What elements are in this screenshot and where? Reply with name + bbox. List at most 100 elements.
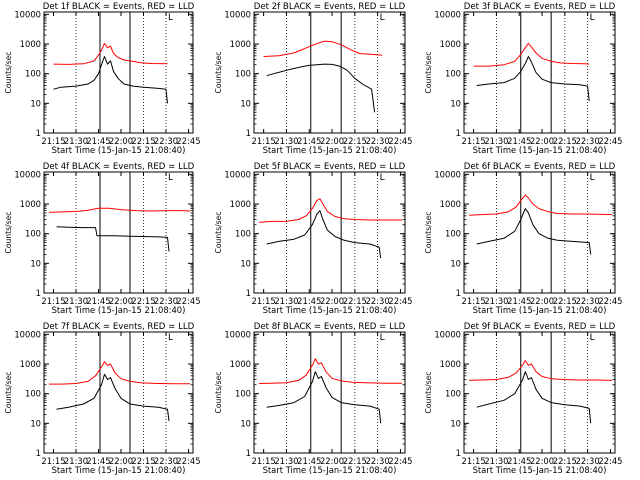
marker-letter: L xyxy=(590,13,595,23)
events-series-line xyxy=(56,226,170,252)
panel-title: Det 8f BLACK = Events, RED = LLD xyxy=(254,322,406,332)
x-tick-label: 22:45 xyxy=(388,296,412,306)
lld-series-line xyxy=(473,42,590,67)
y-tick-label: 10 xyxy=(30,258,41,268)
plot-frame xyxy=(463,171,616,294)
x-tick-label: 21:15 xyxy=(252,456,276,466)
panel-title: Det 3f BLACK = Events, RED = LLD xyxy=(464,2,616,12)
marker-letter: L xyxy=(168,333,173,343)
detector-panel-7: Det 7f BLACK = Events, RED = LLDL21:1521… xyxy=(4,322,201,475)
y-tick-label: 100 xyxy=(445,69,461,79)
x-tick-label: 22:00 xyxy=(530,296,554,306)
detector-panel-1: Det 1f BLACK = Events, RED = LLDL21:1521… xyxy=(4,2,201,155)
y-tick-label: 10000 xyxy=(224,329,251,339)
x-tick-label: 22:15 xyxy=(343,456,367,466)
x-tick-label: 22:00 xyxy=(530,136,554,146)
panel-title: Det 9f BLACK = Events, RED = LLD xyxy=(464,322,616,332)
events-series-line xyxy=(476,371,592,424)
panel-title: Det 2f BLACK = Events, RED = LLD xyxy=(254,2,406,12)
y-tick-label: 10 xyxy=(450,418,461,428)
x-tick-label: 22:30 xyxy=(366,136,390,146)
plot-frame xyxy=(463,11,616,134)
x-tick-label: 21:45 xyxy=(507,296,531,306)
x-axis-label: Start Time (15-Jan-15 21:08:40) xyxy=(473,465,607,475)
y-tick-label: 100 xyxy=(235,389,251,399)
y-tick-label: 1000 xyxy=(440,39,461,49)
marker-letter: L xyxy=(590,173,595,183)
x-tick-label: 21:30 xyxy=(64,456,88,466)
plot-frame xyxy=(253,11,406,134)
y-tick-label: 10000 xyxy=(14,9,41,19)
y-tick-label: 10000 xyxy=(14,329,41,339)
x-tick-label: 21:30 xyxy=(64,136,88,146)
events-series-line xyxy=(476,56,590,102)
y-tick-label: 10 xyxy=(240,418,251,428)
x-tick-label: 22:30 xyxy=(576,136,600,146)
lld-series-line xyxy=(259,198,402,223)
y-tick-label: 10000 xyxy=(434,329,461,339)
x-tick-label: 22:15 xyxy=(553,296,577,306)
x-tick-label: 22:30 xyxy=(366,456,390,466)
x-tick-label: 21:45 xyxy=(86,296,110,306)
marker-letter: L xyxy=(168,173,173,183)
detector-panel-5: Det 5f BLACK = Events, RED = LLDL21:1521… xyxy=(214,162,413,315)
detector-panel-3: Det 3f BLACK = Events, RED = LLDL21:1521… xyxy=(424,2,623,155)
y-tick-label: 10 xyxy=(450,98,461,108)
x-tick-label: 22:30 xyxy=(576,296,600,306)
x-tick-label: 21:15 xyxy=(41,296,65,306)
y-axis-label: Counts/sec xyxy=(214,372,223,414)
y-tick-label: 100 xyxy=(235,69,251,79)
x-axis-label: Start Time (15-Jan-15 21:08:40) xyxy=(52,305,186,315)
x-tick-label: 22:45 xyxy=(598,296,622,306)
x-tick-label: 22:00 xyxy=(530,456,554,466)
y-tick-label: 1 xyxy=(456,288,461,298)
x-axis-label: Start Time (15-Jan-15 21:08:40) xyxy=(473,305,607,315)
x-tick-label: 21:45 xyxy=(297,296,321,306)
x-tick-label: 21:30 xyxy=(274,296,298,306)
y-axis-label: Counts/sec xyxy=(424,212,433,254)
marker-letter: L xyxy=(590,333,595,343)
y-tick-label: 1000 xyxy=(230,199,251,209)
y-tick-label: 1 xyxy=(246,448,251,458)
panel-title: Det 1f BLACK = Events, RED = LLD xyxy=(43,2,195,12)
y-tick-label: 10000 xyxy=(224,9,251,19)
y-tick-label: 10000 xyxy=(434,169,461,179)
x-tick-label: 21:45 xyxy=(297,136,321,146)
marker-letter: L xyxy=(168,13,173,23)
y-tick-label: 100 xyxy=(25,229,41,239)
y-tick-label: 10 xyxy=(240,98,251,108)
plot-frame xyxy=(253,331,406,454)
x-tick-label: 22:00 xyxy=(109,296,133,306)
x-tick-label: 22:45 xyxy=(176,456,200,466)
x-tick-label: 22:30 xyxy=(154,296,178,306)
events-series-line xyxy=(476,208,592,255)
y-tick-label: 10 xyxy=(30,418,41,428)
y-tick-label: 1000 xyxy=(20,199,41,209)
x-axis-label: Start Time (15-Jan-15 21:08:40) xyxy=(263,145,397,155)
x-tick-label: 21:45 xyxy=(507,136,531,146)
y-tick-label: 1000 xyxy=(20,39,41,49)
detector-panel-9: Det 9f BLACK = Events, RED = LLDL21:1521… xyxy=(424,322,623,475)
x-tick-label: 21:45 xyxy=(507,456,531,466)
y-tick-label: 1 xyxy=(456,128,461,138)
x-tick-label: 22:30 xyxy=(576,456,600,466)
y-tick-label: 10 xyxy=(450,258,461,268)
detector-panel-6: Det 6f BLACK = Events, RED = LLDL21:1521… xyxy=(424,162,623,315)
x-tick-label: 22:15 xyxy=(131,456,155,466)
lld-series-line xyxy=(53,42,168,65)
x-tick-label: 21:15 xyxy=(252,136,276,146)
panel-title: Det 5f BLACK = Events, RED = LLD xyxy=(254,162,406,172)
x-tick-label: 22:15 xyxy=(343,136,367,146)
y-tick-label: 10 xyxy=(30,98,41,108)
x-tick-label: 22:45 xyxy=(176,296,200,306)
marker-letter: L xyxy=(380,13,385,23)
y-tick-label: 100 xyxy=(445,229,461,239)
x-tick-label: 22:15 xyxy=(131,296,155,306)
marker-letter: L xyxy=(380,333,385,343)
lld-series-line xyxy=(49,361,190,385)
y-tick-label: 10000 xyxy=(434,9,461,19)
x-tick-label: 21:30 xyxy=(274,456,298,466)
y-tick-label: 1 xyxy=(456,448,461,458)
x-tick-label: 21:15 xyxy=(462,296,486,306)
